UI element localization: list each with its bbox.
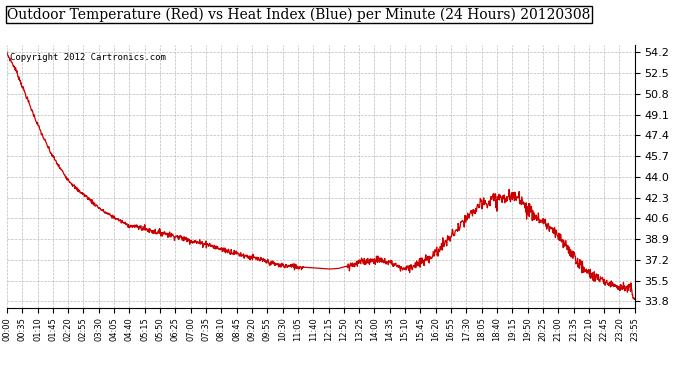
Text: Copyright 2012 Cartronics.com: Copyright 2012 Cartronics.com	[10, 53, 166, 62]
Text: Outdoor Temperature (Red) vs Heat Index (Blue) per Minute (24 Hours) 20120308: Outdoor Temperature (Red) vs Heat Index …	[7, 8, 590, 22]
